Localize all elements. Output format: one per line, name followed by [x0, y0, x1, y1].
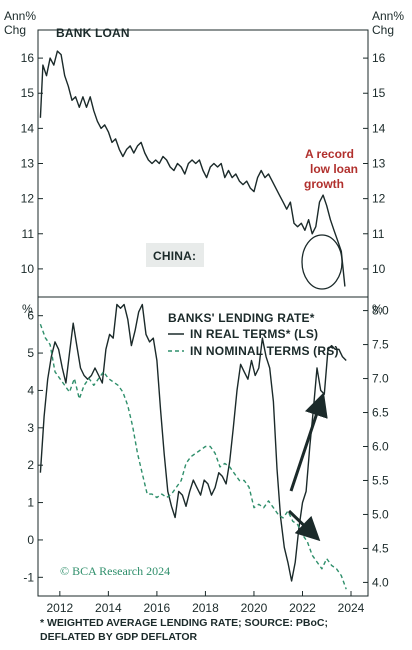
annotation-line1: A record [305, 147, 354, 161]
bottom-left-tick-label: 4 [27, 383, 34, 397]
bottom-right-tick-label: 5.0 [372, 507, 389, 521]
top-right-tick-label: 11 [372, 227, 385, 241]
top-right-tick-label: 16 [372, 51, 386, 65]
top-left-tick-label: 16 [21, 51, 35, 65]
bottom-left-tick-label: 2 [27, 458, 34, 472]
china-badge-box [146, 243, 204, 267]
annotation-line2: low loan [310, 162, 358, 176]
bottom-left-tick-label: -1 [23, 570, 34, 584]
footnote-line2: DEFLATED BY GDP DEFLATOR [40, 631, 198, 643]
top-left-tick-label: 14 [21, 121, 35, 135]
bottom-left-tick-label: 6 [27, 309, 34, 323]
real-rate-line [39, 303, 347, 582]
x-tick-label: 2014 [95, 601, 122, 615]
bottom-right-unit: % [372, 302, 383, 316]
bottom-panel-frame [37, 296, 369, 597]
top-right-tick-label: 12 [372, 192, 386, 206]
top-left-tick-label: 13 [21, 157, 35, 171]
bottom-right-tick-label: 5.5 [372, 473, 389, 487]
top-left-tick-label: 10 [21, 262, 35, 276]
bottom-left-tick-label: 1 [27, 496, 34, 510]
nominal-rate-line [39, 323, 347, 590]
record-low-circle [301, 234, 343, 290]
x-tick-label: 2012 [46, 601, 73, 615]
bottom-left-tick-label: 0 [27, 533, 34, 547]
top-chart-title: BANK LOAN [56, 26, 130, 40]
legend-real-label: IN REAL TERMS* (LS) [190, 327, 318, 341]
top-left-unit-line1: Ann% [4, 9, 36, 23]
bottom-right-tick-label: 4.5 [372, 541, 389, 555]
top-right-unit-line1: Ann% [372, 9, 404, 23]
top-left-tick-label: 15 [21, 86, 35, 100]
down-trend-arrow [287, 509, 321, 542]
x-tick-label: 2016 [144, 601, 171, 615]
top-right-tick-label: 13 [372, 157, 386, 171]
bottom-right-tick-label: 4.0 [372, 575, 389, 589]
legend-nominal-label: IN NOMINAL TERMS (RS) [190, 344, 339, 358]
x-tick-label: 2024 [338, 601, 365, 615]
x-tick-label: 2022 [289, 601, 316, 615]
x-tick-label: 2018 [192, 601, 219, 615]
top-left-tick-label: 11 [22, 227, 35, 241]
top-left-tick-label: 12 [21, 192, 35, 206]
bank-loan-line [39, 50, 346, 287]
annotation-line3: growth [304, 177, 344, 191]
bottom-left-unit: % [22, 302, 33, 316]
bottom-chart-title: BANKS' LENDING RATE* [168, 311, 315, 325]
top-right-unit-line2: Chg [372, 23, 394, 37]
bottom-right-tick-label: 7.5 [372, 338, 389, 352]
top-left-unit-line2: Chg [4, 23, 26, 37]
bottom-right-tick-label: 8.0 [372, 304, 389, 318]
bottom-right-tick-label: 7.0 [372, 372, 389, 386]
x-tick-label: 2020 [241, 601, 268, 615]
top-right-tick-label: 10 [372, 262, 386, 276]
up-trend-arrow [289, 392, 328, 492]
top-right-tick-label: 15 [372, 86, 386, 100]
bottom-left-tick-label: 5 [27, 346, 34, 360]
bottom-left-tick-label: 3 [27, 421, 34, 435]
top-right-tick-label: 14 [372, 121, 386, 135]
bottom-right-tick-label: 6.5 [372, 406, 389, 420]
china-badge-label: CHINA: [153, 249, 196, 263]
footnote-line1: * WEIGHTED AVERAGE LENDING RATE; SOURCE:… [40, 617, 328, 629]
bottom-right-tick-label: 6.0 [372, 440, 389, 454]
bca-logo: © BCA Research 2024 [60, 564, 170, 578]
